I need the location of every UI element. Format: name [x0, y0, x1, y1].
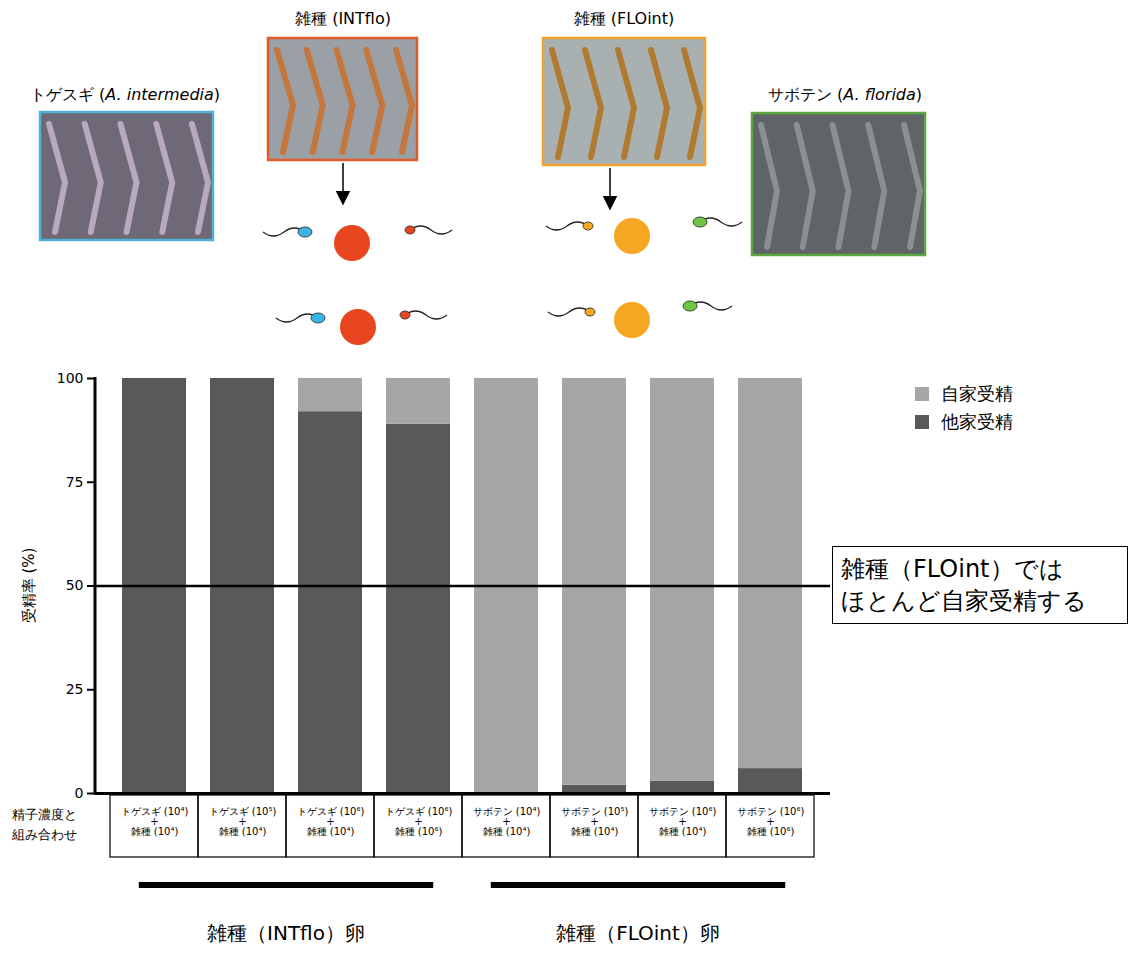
svg-text:サボテン (10⁵)+雑種 (10⁴): サボテン (10⁵)+雑種 (10⁴) — [561, 806, 629, 837]
html-text:自家受精: 自家受精 — [941, 383, 1013, 404]
svg-text:雑種 (INTflo): 雑種 (INTflo) — [295, 9, 391, 28]
svg-text:トゲスギ (10⁶)+雑種 (10⁴): トゲスギ (10⁶)+雑種 (10⁴) — [297, 806, 365, 837]
html-text:雑種（FLOint）では ほとんど自家受精する: 雑種（FLOint）では ほとんど自家受精する — [841, 554, 1087, 615]
svg-text:サボテン (10⁴)+雑種 (10⁴): サボテン (10⁴)+雑種 (10⁴) — [473, 806, 541, 837]
svg-text:トゲスギ (10⁵)+雑種 (10⁴): トゲスギ (10⁵)+雑種 (10⁴) — [209, 806, 277, 837]
svg-text:0: 0 — [75, 785, 84, 801]
svg-text:トゲスギ (10⁶)+雑種 (10⁶): トゲスギ (10⁶)+雑種 (10⁶) — [385, 806, 453, 837]
svg-text:雑種（INTflo）卵: 雑種（INTflo）卵 — [207, 921, 365, 945]
svg-text:受精率 (%): 受精率 (%) — [20, 548, 38, 624]
svg-text:精子濃度と組み合わせ: 精子濃度と組み合わせ — [11, 807, 77, 842]
svg-text:サボテン (10⁶)+雑種 (10⁶): サボテン (10⁶)+雑種 (10⁶) — [737, 806, 805, 837]
svg-text:サボテン (A. florida): サボテン (A. florida) — [768, 85, 922, 104]
svg-text:25: 25 — [66, 681, 84, 697]
svg-text:トゲスギ (10⁴)+雑種 (10⁴): トゲスギ (10⁴)+雑種 (10⁴) — [121, 806, 189, 837]
svg-text:トゲスギ (A. intermedia): トゲスギ (A. intermedia) — [30, 85, 220, 104]
html-text:他家受精: 他家受精 — [941, 411, 1013, 432]
svg-text:サボテン (10⁶)+雑種 (10⁴): サボテン (10⁶)+雑種 (10⁴) — [649, 806, 717, 837]
svg-text:雑種（FLOint）卵: 雑種（FLOint）卵 — [556, 921, 720, 945]
svg-text:75: 75 — [66, 474, 84, 490]
svg-text:50: 50 — [66, 577, 84, 593]
svg-text:100: 100 — [57, 370, 84, 386]
svg-text:雑種 (FLOint): 雑種 (FLOint) — [574, 9, 675, 28]
